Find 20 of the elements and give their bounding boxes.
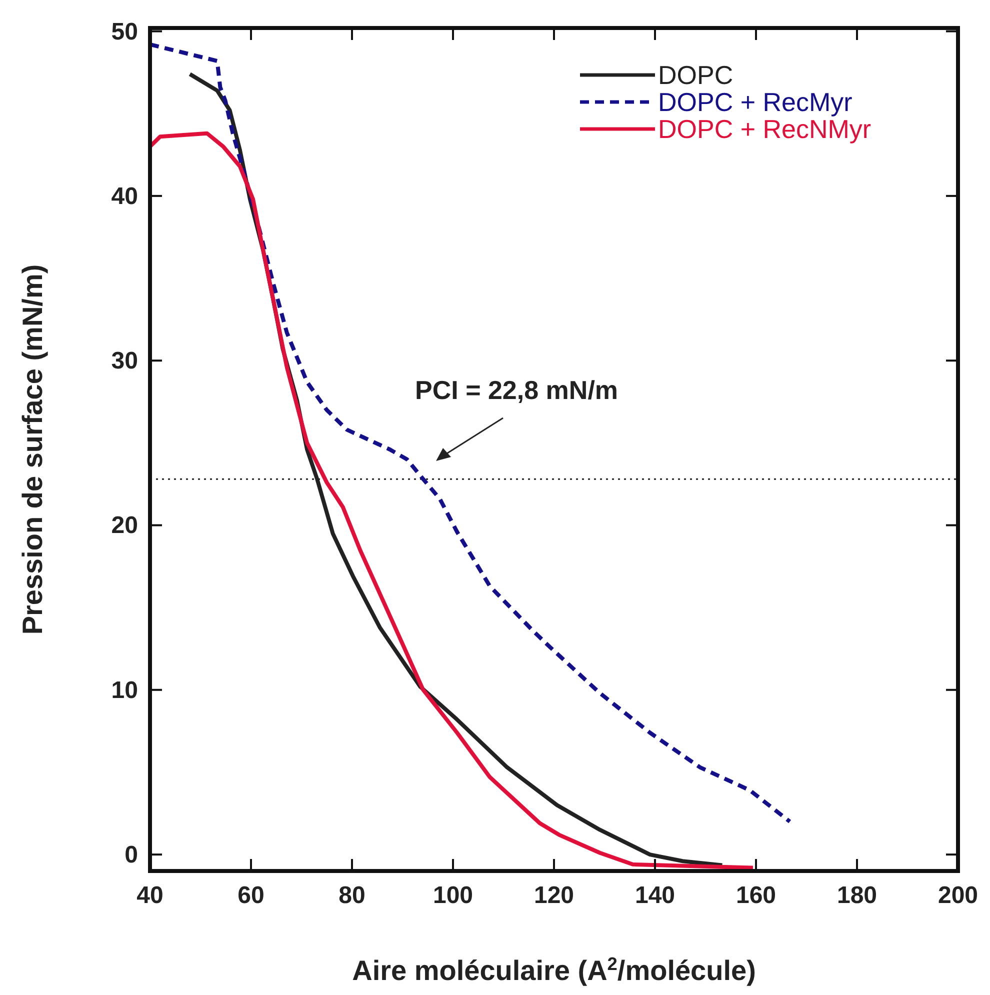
x-tick-label: 200 xyxy=(938,882,978,909)
y-tick-label: 0 xyxy=(124,842,138,869)
x-tick-label: 80 xyxy=(338,882,366,909)
x-tick-label: 100 xyxy=(432,882,474,909)
y-tick-label: 20 xyxy=(111,512,138,540)
y-axis-title: Pression de surface (mN/m) xyxy=(17,264,48,635)
y-tick-label: 10 xyxy=(111,676,138,704)
annotation: PCI = 22,8 mN/m xyxy=(415,375,618,405)
y-tick-label: 40 xyxy=(111,182,138,210)
x-tick-label: 160 xyxy=(736,882,776,909)
x-tick-label: 120 xyxy=(534,882,574,909)
legend-label: DOPC xyxy=(658,60,734,90)
x-axis-title: Aire moléculaire (A$^{2}$/molécule) xyxy=(352,954,756,986)
x-tick-label: 140 xyxy=(634,882,676,909)
y-tick-label: 50 xyxy=(111,18,138,46)
x-tick-label: 180 xyxy=(836,882,878,909)
x-tick-label: 60 xyxy=(238,882,264,909)
y-tick-label: 30 xyxy=(111,348,138,375)
x-tick-label: 40 xyxy=(136,882,164,909)
legend-label: DOPC + RecMyr xyxy=(658,87,853,117)
